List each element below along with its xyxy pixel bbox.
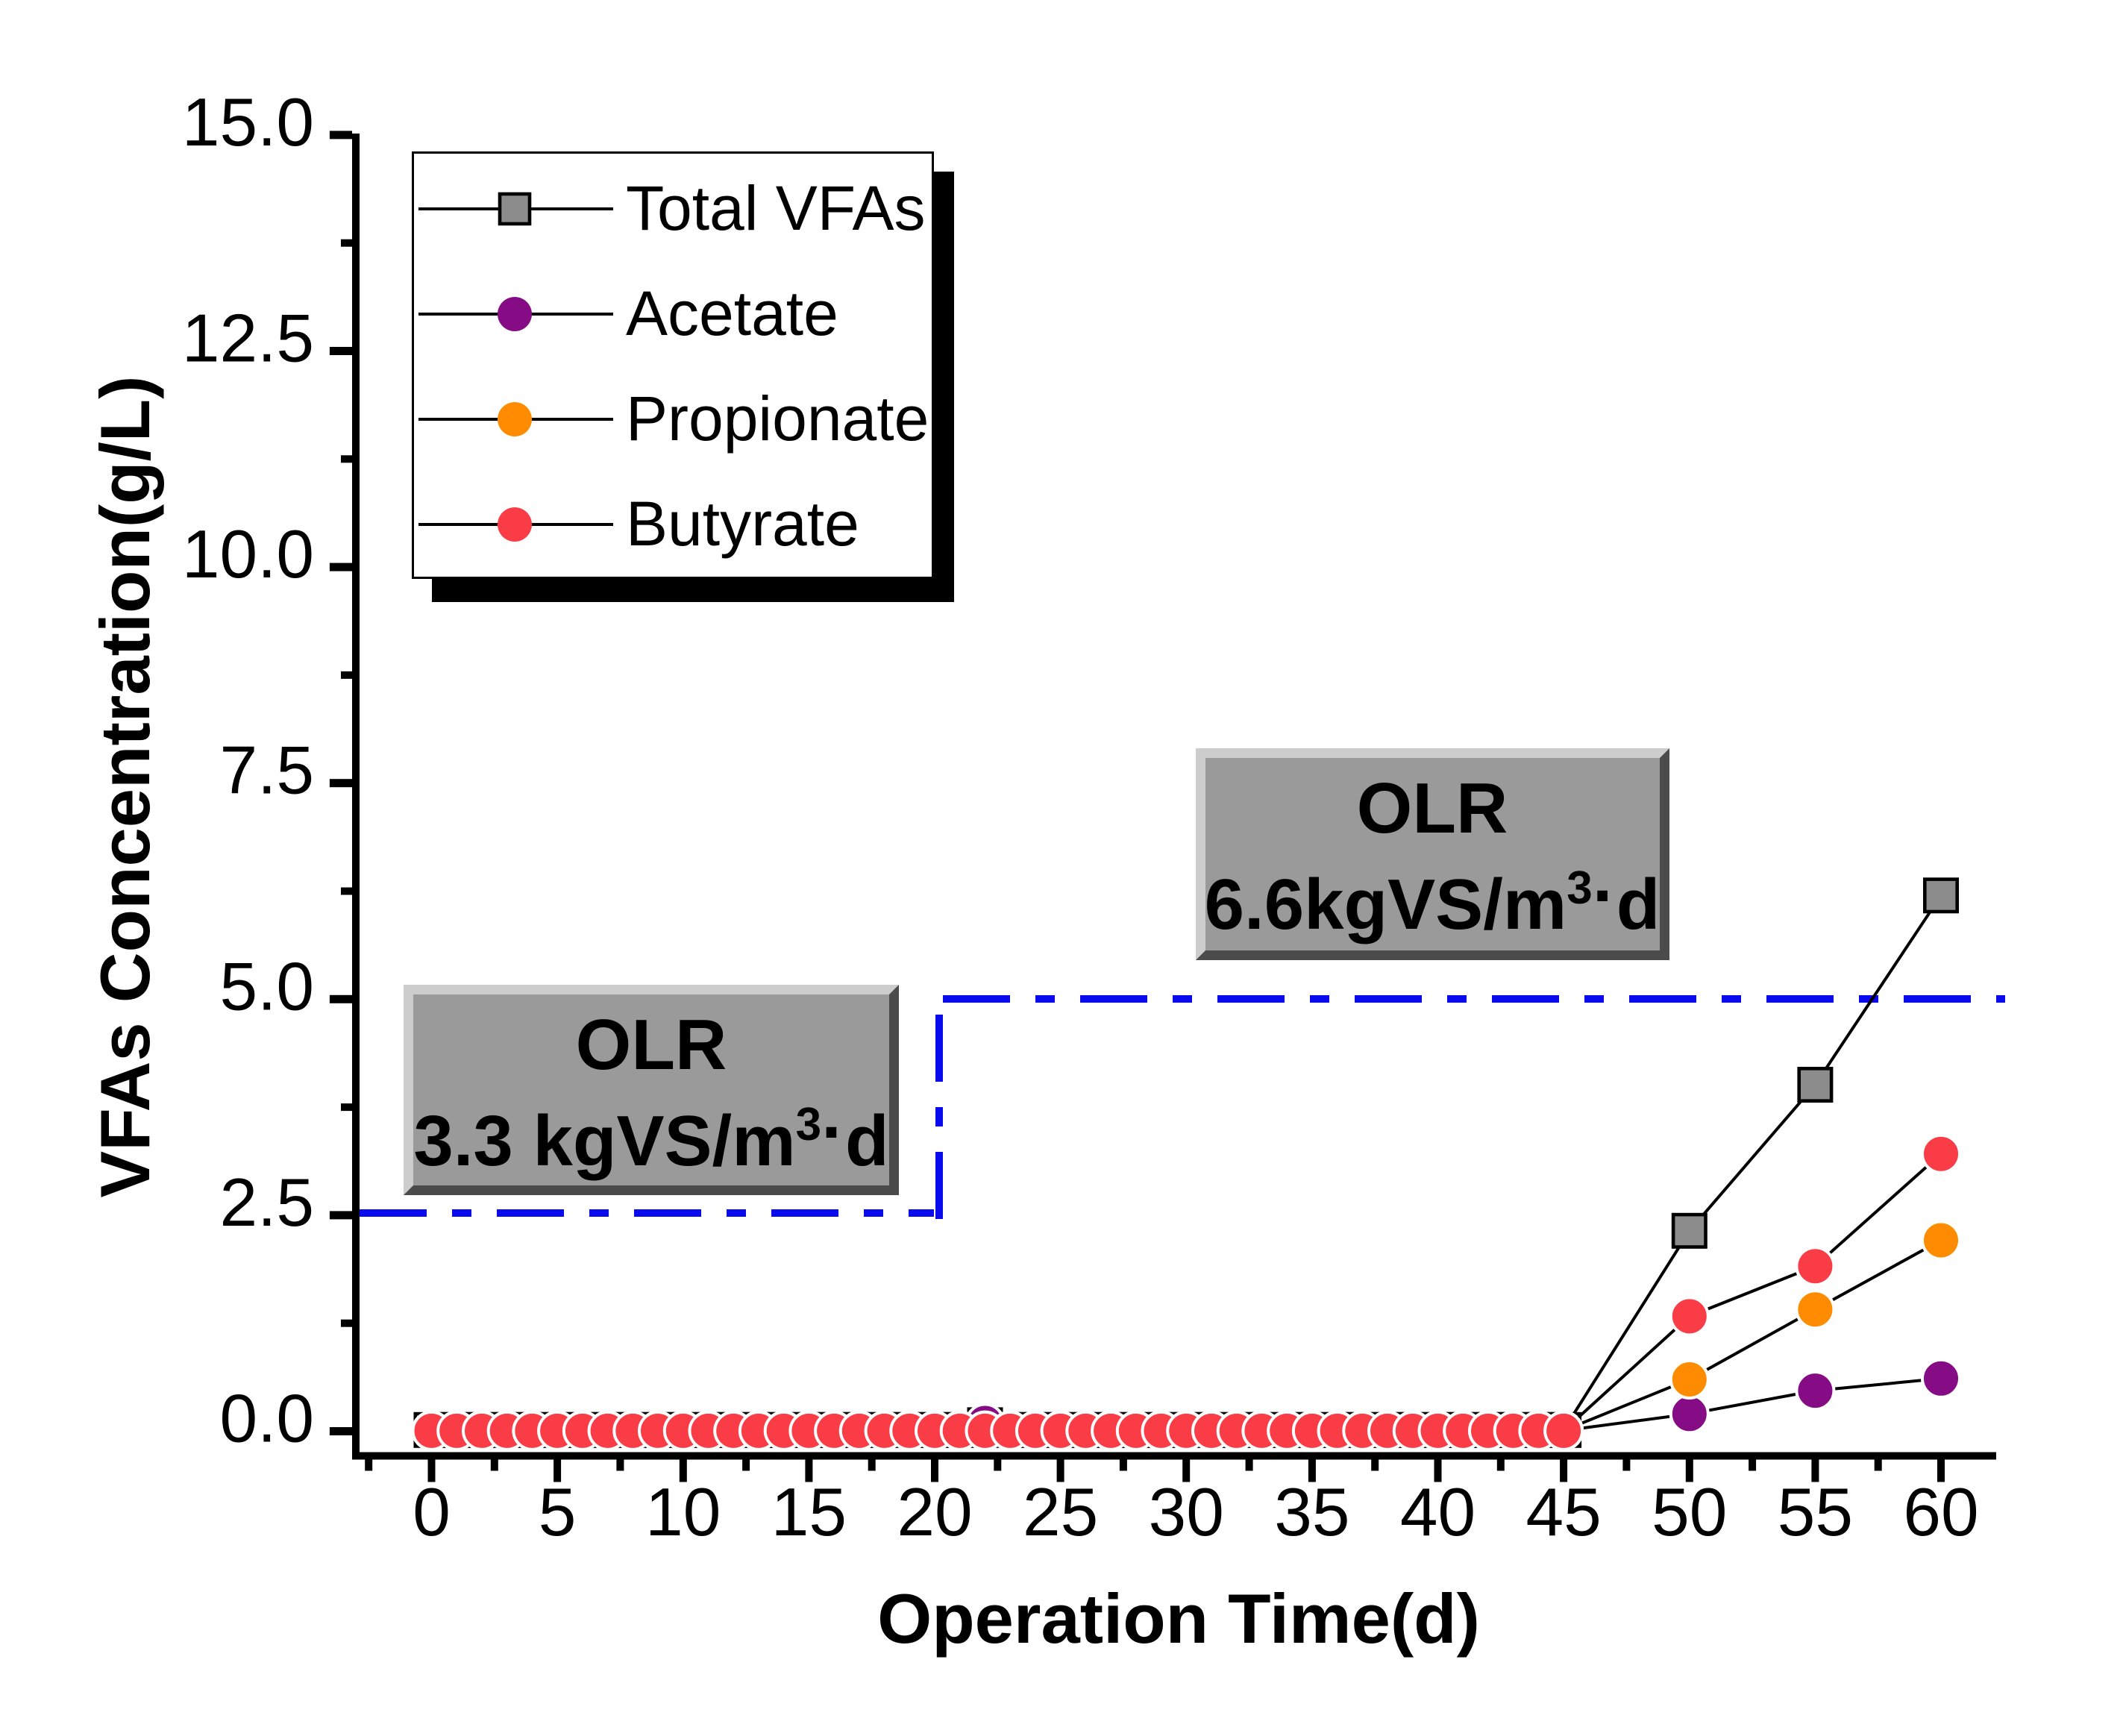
svg-text:Propionate: Propionate — [626, 383, 929, 454]
svg-text:0: 0 — [413, 1475, 451, 1550]
svg-text:20: 20 — [897, 1475, 972, 1550]
svg-text:Total VFAs: Total VFAs — [626, 173, 926, 243]
svg-text:15.0: 15.0 — [182, 85, 314, 160]
svg-text:30: 30 — [1149, 1475, 1224, 1550]
svg-text:25: 25 — [1023, 1475, 1098, 1550]
svg-text:Acetate: Acetate — [626, 278, 838, 348]
svg-text:2.5: 2.5 — [219, 1165, 314, 1241]
svg-text:5.0: 5.0 — [219, 949, 314, 1024]
svg-text:10.0: 10.0 — [182, 517, 314, 592]
svg-text:55: 55 — [1778, 1475, 1853, 1550]
svg-text:0.0: 0.0 — [219, 1382, 314, 1457]
svg-text:10: 10 — [645, 1475, 721, 1550]
svg-text:60: 60 — [1903, 1475, 1978, 1550]
svg-text:OLR: OLR — [576, 1005, 727, 1085]
svg-text:15: 15 — [771, 1475, 847, 1550]
svg-text:40: 40 — [1400, 1475, 1476, 1550]
svg-text:VFAs Concentration(g/L): VFAs Concentration(g/L) — [86, 376, 164, 1198]
svg-text:Operation Time(d): Operation Time(d) — [877, 1579, 1480, 1658]
svg-text:50: 50 — [1652, 1475, 1727, 1550]
svg-text:45: 45 — [1525, 1475, 1601, 1550]
svg-text:35: 35 — [1274, 1475, 1349, 1550]
svg-text:5: 5 — [539, 1475, 577, 1550]
svg-text:OLR: OLR — [1357, 768, 1508, 848]
svg-text:12.5: 12.5 — [182, 301, 314, 377]
svg-text:7.5: 7.5 — [219, 733, 314, 809]
svg-text:Butyrate: Butyrate — [626, 489, 859, 559]
svg-text:6.6kgVS/m3·d: 6.6kgVS/m3·d — [1205, 856, 1661, 944]
